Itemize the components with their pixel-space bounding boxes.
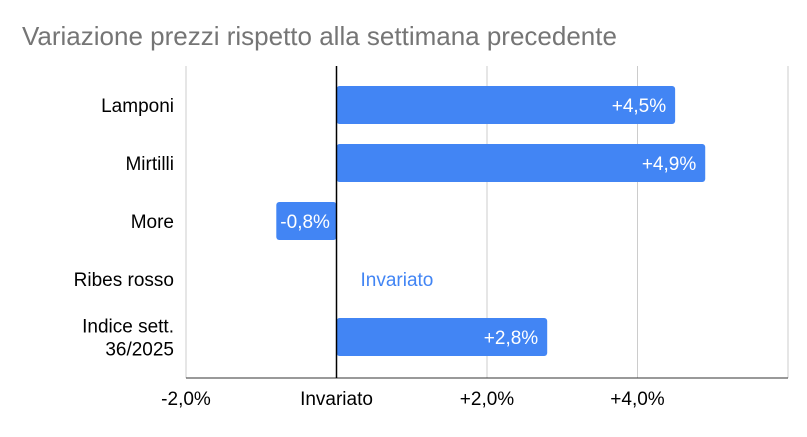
x-tick-label: -2,0% (161, 389, 211, 410)
category-label: Ribes rosso (74, 270, 174, 291)
axes (186, 66, 788, 379)
x-tick-label: +4,0% (610, 389, 665, 410)
chart-title: Variazione prezzi rispetto alla settiman… (22, 21, 617, 51)
category-label: Mirtilli (125, 154, 174, 175)
data-label: +4,5% (612, 96, 667, 117)
bar (336, 144, 706, 182)
data-label: +4,9% (642, 154, 697, 175)
bars (276, 86, 706, 356)
data-label: +2,8% (484, 328, 539, 349)
category-label: Indice sett. 36/2025 (82, 317, 174, 361)
labels: -2,0% Invariato +2,0% +4,0% Lamponi +4,5% Mirt… (74, 96, 697, 410)
data-label: -0,8% (280, 212, 330, 233)
category-label: More (131, 212, 174, 233)
bar (336, 86, 676, 124)
bar (336, 318, 548, 356)
data-label: Invariato (361, 270, 434, 291)
x-tick-label: +2,0% (460, 389, 515, 410)
bar (276, 202, 337, 240)
category-label: Lamponi (101, 96, 174, 117)
x-tick-label: Invariato (300, 389, 373, 410)
